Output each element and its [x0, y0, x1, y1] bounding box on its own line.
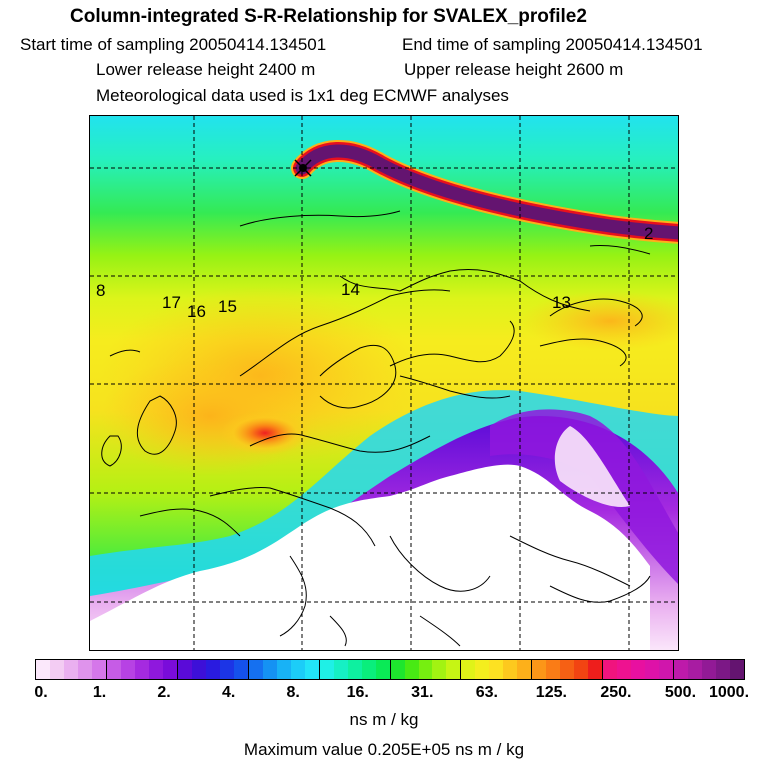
map-label-13: 13 — [552, 293, 571, 312]
colorbar-tick-label: 16. — [346, 684, 369, 701]
sensitivity-map: 8 17 16 15 14 13 2 — [89, 115, 679, 651]
map-label-8: 8 — [96, 281, 105, 300]
units-label: ns m / kg — [349, 710, 419, 729]
colorbar-tick-label: 500. — [664, 684, 697, 701]
map-label-16: 16 — [187, 302, 206, 321]
colorbar-tick-label: 1. — [92, 684, 107, 701]
colorbar-segment — [461, 660, 533, 679]
end-time-label: End time of sampling 20050414.134501 — [402, 35, 703, 54]
colorbar-tick-label: 1000. — [708, 684, 750, 701]
map-label-15: 15 — [218, 297, 237, 316]
colorbar-segment — [248, 660, 320, 679]
colorbar-segment — [106, 660, 178, 679]
start-time-label: Start time of sampling 20050414.134501 — [20, 35, 327, 54]
colorbar-segment — [532, 660, 604, 679]
met-data-label: Meteorological data used is 1x1 deg ECMW… — [96, 86, 509, 105]
map-label-14: 14 — [341, 280, 360, 299]
max-value-label: Maximum value 0.205E+05 ns m / kg — [243, 740, 525, 759]
colorbar-tick-label: 8. — [286, 684, 300, 701]
colorbar-segment — [177, 660, 249, 679]
colorbar-tick-label: 125. — [535, 684, 567, 701]
map-label-17: 17 — [162, 293, 181, 312]
colorbar-tick-label: 2. — [157, 684, 171, 701]
colorbar-segment — [319, 660, 391, 679]
colorbar-tick-label: 4. — [221, 684, 236, 701]
upper-release-label: Upper release height 2600 m — [404, 60, 624, 79]
colorbar — [35, 659, 745, 680]
map-label-2: 2 — [644, 224, 653, 243]
colorbar-segment — [36, 660, 107, 679]
colorbar-tick-label: 250. — [600, 684, 632, 701]
colorbar-segment — [390, 660, 462, 679]
colorbar-segment — [674, 660, 745, 679]
lower-release-label: Lower release height 2400 m — [96, 60, 316, 79]
colorbar-tick-label: 0. — [34, 684, 48, 701]
colorbar-tick-label: 63. — [475, 684, 498, 701]
colorbar-segment — [603, 660, 675, 679]
plot-title: Column-integrated S-R-Relationship for S… — [70, 6, 587, 27]
colorbar-tick-label: 31. — [411, 684, 434, 701]
